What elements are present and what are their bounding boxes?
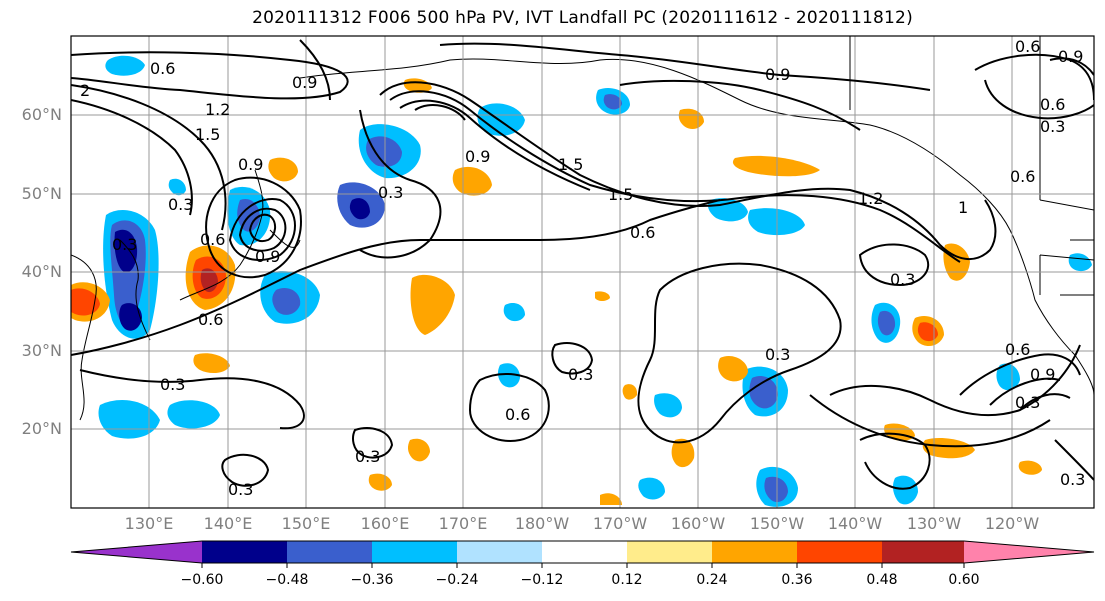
- lon-label: 130°E: [124, 514, 174, 533]
- contour-label: 0.3: [1060, 470, 1085, 489]
- colorbar-tick-label: 0.36: [781, 572, 813, 588]
- contour-label: 1: [958, 198, 968, 217]
- contour-label: 0.9: [292, 73, 317, 92]
- contour-label: 0.3: [568, 365, 593, 384]
- lon-label: 170°W: [592, 514, 648, 533]
- pv-contours: [71, 39, 1094, 490]
- colorbar-tick-label: 0.48: [866, 572, 898, 588]
- lat-label: 60°N: [21, 105, 62, 124]
- lon-label: 160°E: [360, 514, 410, 533]
- contour-label: 0.9: [465, 147, 490, 166]
- colorbar-tick-label: 0.60: [948, 572, 980, 588]
- contour-label: 0.9: [765, 65, 790, 84]
- lat-label: 20°N: [21, 419, 62, 438]
- colorbar: [70, 540, 1095, 568]
- lat-label: 50°N: [21, 184, 62, 203]
- contour-label: 0.6: [1005, 340, 1030, 359]
- contour-label: 0.6: [200, 230, 225, 249]
- map-frame: [70, 35, 1095, 509]
- lon-label: 130°W: [906, 514, 962, 533]
- contour-label: 1.5: [558, 155, 583, 174]
- contour-label: 0.3: [765, 345, 790, 364]
- contour-labels: 0.6 0.9 1.2 1.5 0.3 0.9 1.5 0.6 1.2 0.9 …: [80, 37, 1085, 499]
- contour-label: 1.2: [205, 100, 230, 119]
- colorbar-tick-label: −0.12: [520, 572, 564, 588]
- contour-label: 1.5: [608, 185, 633, 204]
- contour-label: 0.9: [1058, 47, 1083, 66]
- contour-label: 1.2: [858, 189, 883, 208]
- contour-label: 0.6: [1010, 167, 1035, 186]
- lon-label: 120°W: [984, 514, 1040, 533]
- contour-label: 0.3: [228, 480, 253, 499]
- colorbar-tick-label: 0.24: [696, 572, 728, 588]
- lon-label: 180°W: [514, 514, 570, 533]
- lon-label: 150°W: [749, 514, 805, 533]
- anomaly-shading: [71, 55, 1092, 507]
- contour-label: 0.3: [1015, 393, 1040, 412]
- contour-label: 0.6: [1040, 95, 1065, 114]
- contour-label: 0.9: [1030, 365, 1055, 384]
- lon-label: 170°E: [438, 514, 488, 533]
- lon-label: 140°E: [203, 514, 253, 533]
- contour-label: 0.6: [505, 405, 530, 424]
- contour-label: 0.3: [378, 183, 403, 202]
- colorbar-tick-label: −0.60: [180, 572, 224, 588]
- contour-label: 0.3: [355, 447, 380, 466]
- lon-label: 140°W: [827, 514, 883, 533]
- contour-label: 0.9: [238, 155, 263, 174]
- contour-label: 0.3: [168, 195, 193, 214]
- contour-label: 0.3: [890, 270, 915, 289]
- contour-label: 0.3: [160, 375, 185, 394]
- contour-label: 2: [80, 81, 90, 100]
- colorbar-tick-label: 0.12: [611, 572, 643, 588]
- contour-label: 0.6: [150, 59, 175, 78]
- contour-label: 0.6: [198, 310, 223, 329]
- contour-label: 0.3: [1040, 117, 1065, 136]
- contour-label: 1.5: [195, 125, 220, 144]
- lat-label: 40°N: [21, 262, 62, 281]
- colorbar-tick-label: −0.48: [265, 572, 309, 588]
- lat-label: 30°N: [21, 341, 62, 360]
- colorbar-tick-label: −0.36: [350, 572, 394, 588]
- lon-label: 150°E: [281, 514, 331, 533]
- contour-label: 0.3: [112, 235, 137, 254]
- colorbar-tick-label: −0.24: [435, 572, 479, 588]
- graticule: [71, 36, 1094, 508]
- contour-label: 0.6: [1015, 37, 1040, 56]
- map-title: 2020111312 F006 500 hPa PV, IVT Landfall…: [252, 8, 913, 28]
- contour-label: 0.6: [630, 223, 655, 242]
- contour-label: 0.9: [255, 247, 280, 266]
- lon-label: 160°W: [670, 514, 726, 533]
